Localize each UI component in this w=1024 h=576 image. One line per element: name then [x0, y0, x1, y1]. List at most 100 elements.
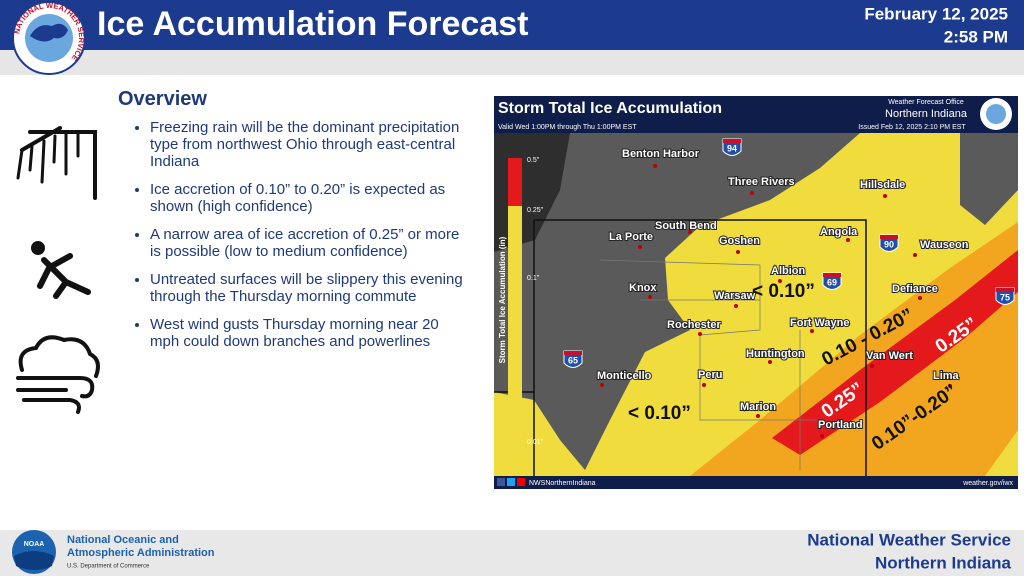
place-label: Wauseon: [920, 239, 969, 251]
ice-map: Storm Total Ice Accumulation (in) 0.5" 0…: [494, 96, 1018, 489]
icon-wind: [16, 376, 95, 414]
place-label: Three Rivers: [728, 176, 795, 188]
range-label: < 0.10”: [628, 403, 691, 424]
bullet: Untreated surfaces will be slippery this…: [150, 271, 468, 305]
place-label: Portland: [818, 419, 863, 431]
legend-tick: 0.01": [527, 439, 544, 446]
place-dot: [948, 384, 952, 388]
office-name: Northern Indiana: [875, 553, 1012, 572]
shield-number: 65: [568, 355, 578, 365]
slip-icon: [31, 241, 91, 299]
shield: [722, 138, 742, 156]
legend-tick: 0.25": [527, 207, 544, 214]
facebook-icon: [497, 478, 505, 486]
place-label: Benton Harbor: [622, 148, 700, 160]
shield-number: 69: [827, 277, 837, 287]
legend-tick: 0.1": [527, 275, 540, 282]
place-dot: [756, 414, 760, 418]
interstates: 94 90 69 65 75: [563, 138, 1015, 368]
place-label: La Porte: [609, 231, 653, 243]
department: U.S. Department of Commerce: [67, 564, 150, 570]
place-label: Rochester: [667, 319, 722, 331]
icon-head: [31, 241, 45, 255]
page-title: Ice Accumulation Forecast: [97, 5, 528, 43]
map-office: Weather Forecast Office: [888, 99, 964, 106]
overview-heading: Overview: [118, 88, 207, 110]
shield-top: [823, 273, 841, 277]
logo-cloud: [30, 23, 68, 42]
ice-icon: [16, 126, 97, 200]
twitter-icon: [507, 478, 515, 486]
place-dot: [810, 329, 814, 333]
map-title: Storm Total Ice Accumulation: [498, 100, 722, 117]
place-label: Monticello: [597, 370, 652, 382]
place-label: Huntington: [746, 348, 805, 360]
map-url: weather.gov/iwx: [962, 480, 1013, 487]
bullet: West wind gusts Thursday morning near 20…: [150, 316, 468, 350]
place-dot: [750, 191, 754, 195]
place-dot: [846, 238, 850, 242]
legend-title: Storm Total Ice Accumulation (in): [498, 236, 507, 363]
shield-top: [996, 288, 1014, 292]
map-yellow-se: [985, 430, 1018, 476]
map-orange: [690, 222, 1018, 476]
place-label: South Bend: [655, 220, 717, 232]
place-label: Knox: [629, 282, 657, 294]
shield: [563, 350, 583, 368]
map-office-name: Northern Indiana: [885, 108, 968, 120]
youtube-icon: [517, 478, 525, 486]
noaa-wave: [14, 551, 54, 570]
icon-cloud: [18, 335, 100, 378]
place-dot: [638, 245, 642, 249]
place-label: Goshen: [719, 235, 760, 247]
shield: [879, 234, 899, 252]
nws-name: National Weather Service: [807, 530, 1011, 549]
legend-yellow: [508, 206, 522, 444]
wind-icon: [16, 335, 100, 414]
shield-top: [564, 351, 582, 355]
shield-top: [880, 235, 898, 239]
icon-icicles: [16, 130, 80, 184]
place-dot: [600, 383, 604, 387]
place-dot: [734, 304, 738, 308]
shield: [995, 287, 1015, 305]
time: 2:58 PM: [944, 27, 1008, 46]
map-logo-disc: [986, 104, 1006, 124]
legend-tick: 0.5": [527, 157, 540, 164]
overview: Overview Freezing rain will be the domin…: [118, 88, 468, 361]
place-dot: [820, 434, 824, 438]
noaa-name: Atmospheric Administration: [67, 547, 215, 559]
place-dot: [648, 295, 652, 299]
place-label: Defiance: [892, 283, 938, 295]
place-dot: [883, 194, 887, 198]
place-dot: [768, 360, 772, 364]
bullet: A narrow area of ice accretion of 0.25” …: [150, 226, 468, 260]
place-label: Albion: [771, 265, 805, 277]
place-label: Lima: [933, 370, 960, 382]
county-lines: [599, 259, 820, 470]
place-dot: [702, 383, 706, 387]
map-red: [772, 250, 1018, 455]
footer-bar: [0, 530, 1024, 576]
map-footer: [494, 476, 1018, 489]
place-dot: [653, 164, 657, 168]
place-label: Hillsdale: [860, 179, 905, 191]
place-label: Van Wert: [866, 350, 913, 362]
place-dot: [913, 253, 917, 257]
date: February 12, 2025: [864, 4, 1008, 23]
map-valid: Valid Wed 1:00PM through Thu 1:00PM EST: [498, 124, 637, 131]
place-label: Angola: [820, 226, 858, 238]
bullet: Freezing rain will be the dominant preci…: [150, 119, 468, 170]
map-gray-ne: [960, 133, 1018, 225]
nws-logo: NATIONAL WEATHER SERVICE: [12, 1, 86, 75]
place-dot: [870, 364, 874, 368]
header-bar: [0, 0, 1024, 50]
place-dot: [778, 279, 782, 283]
places: Benton Harbor Three Rivers Hillsdale South …: [596, 147, 970, 438]
place-label: Marion: [740, 401, 776, 413]
shield-number: 90: [884, 239, 894, 249]
shield: [822, 272, 842, 290]
place-dot: [918, 296, 922, 300]
